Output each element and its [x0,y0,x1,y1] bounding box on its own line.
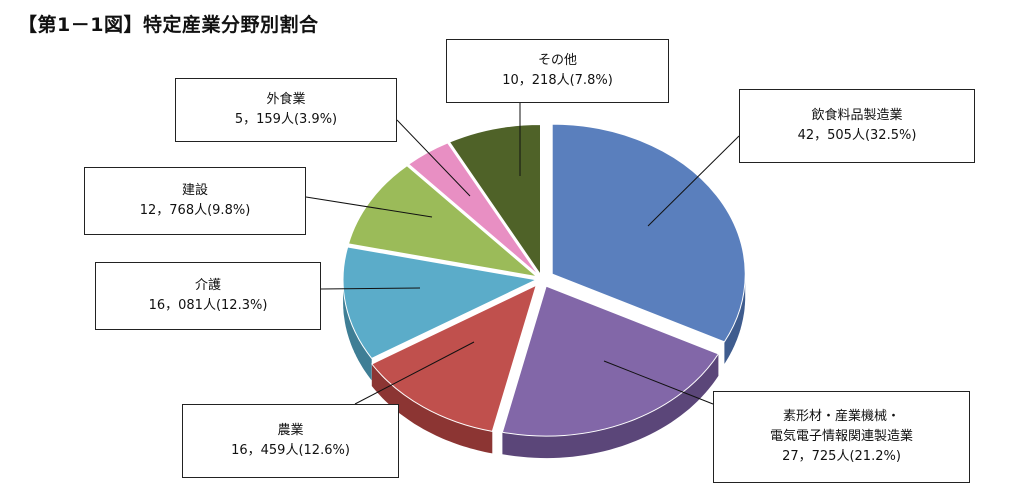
slice-label-agriculture: 農業 16，459人(12.6%) [182,404,399,478]
leader-line-food-manufacturing [647,135,740,227]
pie-slice-other [448,123,541,277]
slice-name: 農業 [277,423,304,438]
slice-value: 5，159人(3.9%) [234,112,338,127]
slice-value: 27，725人(21.2%) [782,449,901,464]
pie-slice-care [342,246,538,360]
pie-slice-food-service [407,142,539,276]
slice-value: 16，459人(12.6%) [231,443,350,458]
pie-slice-materials-machinery [501,285,720,437]
leader-line-care [320,287,421,290]
leader-line-agriculture [354,341,475,405]
slice-label-materials-machinery: 素形材・産業機械・ 電気電子情報関連製造業 27，725人(21.2%) [713,391,970,483]
slice-value: 16，081人(12.3%) [148,298,268,313]
slice-label-care: 介護 16，081人(12.3%) [95,262,321,330]
pie-slice-construction [347,165,539,278]
slice-name: その他 [537,53,577,68]
slice-name: 飲食料品製造業 [811,108,903,123]
pie-slice-side-food-manufacturing [724,274,746,364]
slice-name: 建設 [181,183,208,198]
slice-name-line-1: 素形材・産業機械・ [782,409,900,424]
leader-lines [305,103,740,405]
pie-slice-agriculture [371,284,538,432]
slice-value: 42，505人(32.5%) [797,128,917,143]
pie-top-layer [342,123,746,437]
pie-slice-side-materials-machinery [502,353,719,459]
leader-line-food-service [396,119,471,197]
chart-title: 【第1－1図】特定産業分野別割合 [18,14,319,36]
slice-name-line-2: 電気電子情報関連製造業 [769,429,913,444]
slice-label-food-service: 外食業 5，159人(3.9%) [175,78,397,142]
pie-slice-food-manufacturing [551,123,746,343]
slice-value: 10，218人(7.8%) [502,73,613,88]
leader-line-construction [305,196,433,218]
leader-line-materials-machinery [603,360,714,405]
slice-name: 外食業 [266,92,306,107]
slice-label-construction: 建設 12，768人(9.8%) [84,167,306,235]
slice-name: 介護 [194,278,221,293]
pie-slice-side-agriculture [371,364,493,454]
slice-label-food-manufacturing: 飲食料品製造業 42，505人(32.5%) [739,89,975,163]
pie-slice-side-care [343,279,372,381]
slice-value: 12，768人(9.8%) [139,203,251,218]
pie-side-layer [343,274,746,459]
slice-label-other: その他 10，218人(7.8%) [446,39,669,103]
